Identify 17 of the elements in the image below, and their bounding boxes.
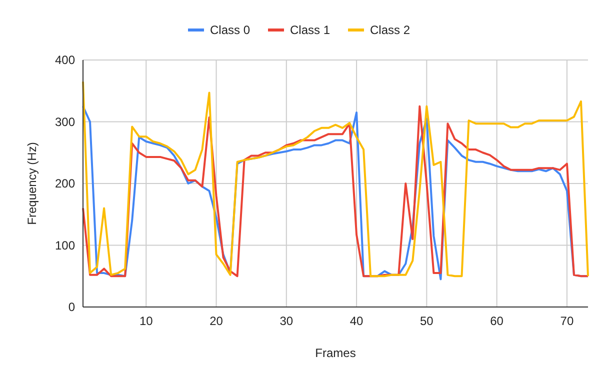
x-tick-label: 10 — [139, 314, 154, 328]
x-tick-label: 50 — [420, 314, 434, 328]
legend-label: Class 1 — [290, 23, 330, 38]
legend-label: Class 0 — [210, 23, 250, 38]
x-axis-title: Frames — [315, 346, 356, 360]
x-tick-label: 70 — [560, 314, 574, 328]
y-tick-label: 100 — [54, 238, 76, 252]
x-tick-label: 20 — [210, 314, 224, 328]
x-tick-label: 40 — [350, 314, 364, 328]
y-tick-label: 300 — [54, 114, 76, 129]
legend-label: Class 2 — [370, 23, 410, 38]
x-tick-label: 30 — [280, 314, 294, 328]
y-axis-title: Frequency (Hz) — [25, 142, 39, 225]
y-tick-label: 400 — [54, 53, 76, 68]
y-tick-label: 200 — [54, 176, 76, 191]
y-tick-label: 0 — [68, 300, 76, 314]
x-tick-label: 60 — [490, 314, 504, 328]
